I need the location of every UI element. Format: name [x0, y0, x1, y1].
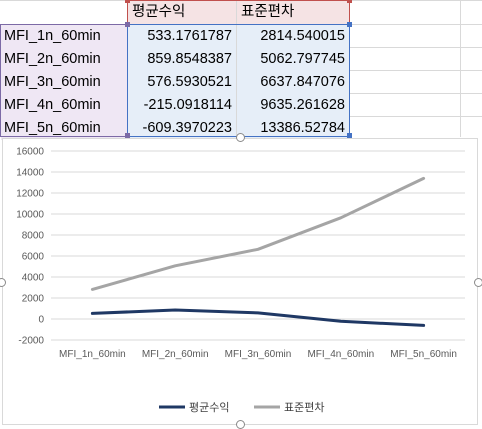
row-label-cell[interactable]: MFI_2n_60min — [1, 48, 127, 71]
legend-label: 평균수익 — [189, 401, 229, 414]
row-label-cell[interactable]: MFI_5n_60min — [1, 117, 127, 140]
range-resize-handle[interactable] — [347, 0, 352, 3]
row-label-cell[interactable]: MFI_3n_60min — [1, 71, 127, 94]
series-line-mean-return[interactable] — [90, 308, 426, 327]
range-resize-handle[interactable] — [347, 133, 352, 138]
y-tick-label: 2000 — [22, 294, 45, 305]
grid-line — [236, 0, 237, 137]
std-value-cell[interactable]: 13386.52784 — [237, 117, 349, 140]
line-chart[interactable]: 16000 14000 12000 10000 8000 6000 4000 2000 0 -20… — [2, 138, 478, 425]
y-tick-label: 16000 — [16, 147, 44, 158]
spreadsheet-grid[interactable]: 평균수익 표준편차 MFI_1n_60min 533.1761787 2814.… — [0, 0, 482, 140]
y-tick-label: 6000 — [22, 252, 45, 263]
std-value-cell[interactable]: 6637.847076 — [237, 71, 349, 94]
row-label-cell[interactable]: MFI_1n_60min — [1, 25, 127, 48]
std-value-cell[interactable]: 9635.261628 — [237, 94, 349, 117]
mean-value-cell[interactable]: -609.3970223 — [128, 117, 236, 140]
range-resize-handle[interactable] — [347, 22, 352, 27]
legend-label: 표준편차 — [284, 401, 324, 414]
y-tick-label: -2000 — [18, 336, 44, 347]
y-tick-label: 12000 — [16, 189, 44, 200]
header-std-dev[interactable]: 표준편차 — [237, 1, 349, 24]
header-mean-return[interactable]: 평균수익 — [128, 1, 236, 24]
x-tick-label: MFI_5n_60min — [390, 349, 457, 360]
chart-plot-svg: 16000 14000 12000 10000 8000 6000 4000 2000 0 -20… — [16, 147, 465, 414]
mean-value-cell[interactable]: 859.8548387 — [128, 48, 236, 71]
std-value-cell[interactable]: 2814.540015 — [237, 25, 349, 48]
chart-resize-handle-bottom[interactable] — [236, 420, 245, 429]
grid-line — [460, 0, 461, 137]
range-resize-handle[interactable] — [125, 0, 130, 3]
y-tick-label: 10000 — [16, 210, 44, 221]
y-tick-label: 8000 — [22, 231, 45, 242]
range-resize-handle[interactable] — [125, 22, 130, 27]
y-tick-label: 4000 — [22, 273, 45, 284]
row-label-cell[interactable]: MFI_4n_60min — [1, 94, 127, 117]
std-value-cell[interactable]: 5062.797745 — [237, 48, 349, 71]
range-resize-handle[interactable] — [125, 133, 130, 138]
chart-resize-handle-right[interactable] — [474, 278, 482, 287]
y-tick-label: 0 — [38, 315, 44, 326]
x-tick-label: MFI_4n_60min — [307, 349, 374, 360]
mean-value-cell[interactable]: 533.1761787 — [128, 25, 236, 48]
x-tick-label: MFI_1n_60min — [59, 349, 126, 360]
y-tick-label: 14000 — [16, 168, 44, 179]
series-line-std-dev[interactable] — [90, 176, 426, 291]
chart-resize-handle-top[interactable] — [236, 133, 245, 142]
chart-resize-handle-left[interactable] — [0, 278, 6, 287]
x-tick-label: MFI_2n_60min — [142, 349, 209, 360]
x-tick-label: MFI_3n_60min — [225, 349, 292, 360]
mean-value-cell[interactable]: -215.0918114 — [128, 94, 236, 117]
mean-value-cell[interactable]: 576.5930521 — [128, 71, 236, 94]
